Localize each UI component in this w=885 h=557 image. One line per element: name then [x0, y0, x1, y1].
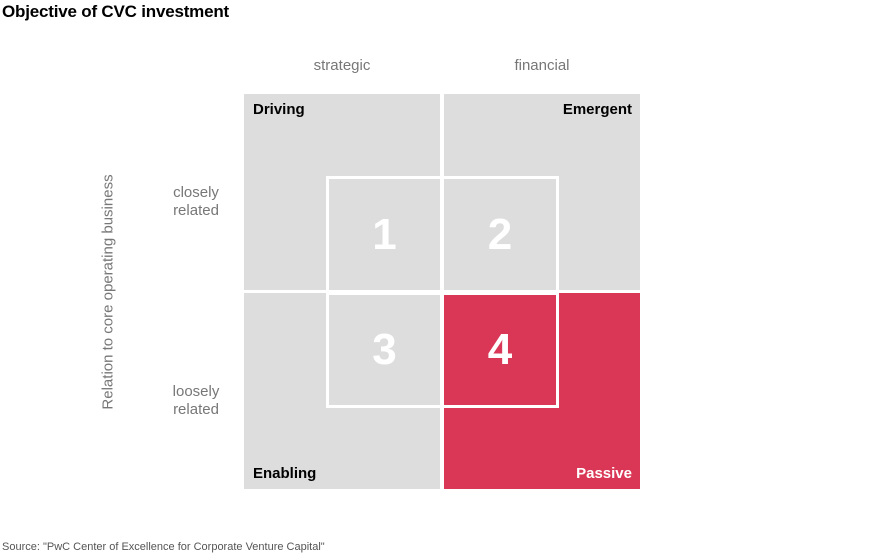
- diagram-title: Objective of CVC investment: [2, 2, 229, 21]
- quadrant-label-driving: Driving: [253, 101, 305, 118]
- tile-4: 4: [441, 292, 559, 408]
- source-note: Source: "PwC Center of Excellence for Co…: [2, 541, 325, 553]
- quadrant-passive: Passive: [444, 293, 640, 489]
- row-label-closely-related: closely related: [150, 184, 242, 220]
- row-label-line: related: [173, 401, 219, 418]
- quadrant-label-passive: Passive: [576, 465, 632, 482]
- tile-3: 3: [326, 292, 443, 408]
- row-label-line: loosely: [172, 383, 220, 400]
- quadrant-label-enabling: Enabling: [253, 465, 317, 482]
- row-label-line: related: [173, 202, 219, 219]
- column-label-strategic: strategic: [313, 57, 371, 74]
- tile-2: 2: [441, 176, 559, 294]
- tile-1: 1: [326, 176, 443, 294]
- quadrant-label-emergent: Emergent: [562, 101, 632, 118]
- quadrant-emergent: Emergent: [444, 94, 640, 290]
- quadrant-enabling: Enabling: [244, 293, 440, 489]
- row-label-loosely-related: loosely related: [150, 383, 242, 419]
- row-label-line: closely: [173, 184, 219, 201]
- y-axis-label: Relation to core operating business: [99, 174, 117, 410]
- quadrant-driving: Driving: [244, 94, 440, 290]
- column-label-financial: financial: [514, 57, 570, 74]
